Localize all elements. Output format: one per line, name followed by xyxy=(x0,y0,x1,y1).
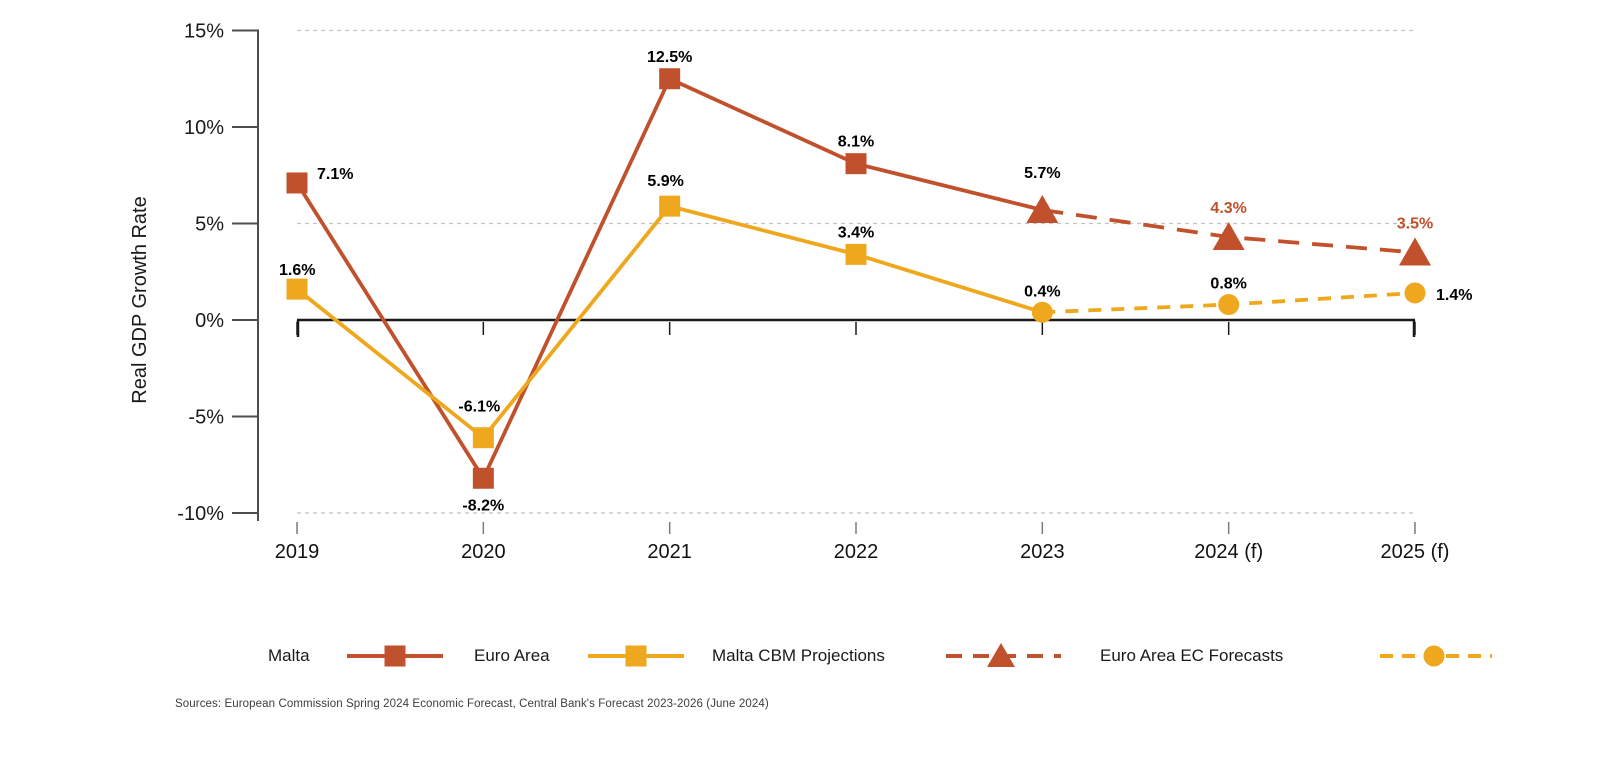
svg-text:2021: 2021 xyxy=(647,541,692,563)
gdp-growth-line-chart: 15% 10% 5% 0% -5% -10% Real GDP Growth Rate 201… xyxy=(129,21,1472,564)
svg-text:2020: 2020 xyxy=(461,541,506,563)
source-note: Sources: European Commission Spring 2024… xyxy=(175,698,769,710)
svg-text:15%: 15% xyxy=(184,21,224,43)
svg-text:2023: 2023 xyxy=(1020,541,1065,563)
svg-text:8.1%: 8.1% xyxy=(838,134,874,151)
svg-text:3.4%: 3.4% xyxy=(838,224,874,241)
svg-text:12.5%: 12.5% xyxy=(647,49,692,66)
svg-text:0%: 0% xyxy=(195,310,224,332)
svg-text:2024 (f): 2024 (f) xyxy=(1194,541,1263,563)
svg-text:-5%: -5% xyxy=(188,407,224,429)
svg-text:2025 (f): 2025 (f) xyxy=(1381,541,1450,563)
legend-swatch-euro-area-solid-square-icon xyxy=(588,645,684,667)
legend-label-euro-area: Euro Area xyxy=(474,646,550,665)
legend-swatch-malta-solid-square-icon xyxy=(347,645,443,667)
svg-text:5.9%: 5.9% xyxy=(647,173,683,190)
svg-text:10%: 10% xyxy=(184,117,224,139)
svg-text:2022: 2022 xyxy=(834,541,879,563)
legend-swatch-euro-ec-dashed-circle-icon xyxy=(1380,645,1492,667)
svg-text:-10%: -10% xyxy=(177,503,224,525)
svg-text:1.6%: 1.6% xyxy=(279,262,315,279)
svg-text:0.8%: 0.8% xyxy=(1210,276,1246,293)
svg-text:7.1%: 7.1% xyxy=(317,166,353,183)
chart-legend: Malta Euro Area Malta CBM Projections Eu… xyxy=(0,641,1600,671)
svg-text:2019: 2019 xyxy=(275,541,320,563)
svg-text:4.3%: 4.3% xyxy=(1210,200,1246,217)
svg-text:3.5%: 3.5% xyxy=(1397,215,1433,232)
svg-text:1.4%: 1.4% xyxy=(1436,287,1472,304)
svg-text:5%: 5% xyxy=(195,214,224,236)
svg-text:5.7%: 5.7% xyxy=(1024,165,1060,182)
svg-text:Real GDP Growth Rate: Real GDP Growth Rate xyxy=(129,196,151,404)
legend-label-euro-area-ec-forecasts: Euro Area EC Forecasts xyxy=(1100,646,1284,665)
svg-text:-8.2%: -8.2% xyxy=(462,497,504,514)
svg-text:0.4%: 0.4% xyxy=(1024,283,1060,300)
legend-label-malta: Malta xyxy=(268,646,310,665)
legend-label-malta-cbm-projections: Malta CBM Projections xyxy=(712,646,885,665)
svg-text:-6.1%: -6.1% xyxy=(458,399,500,416)
legend-swatch-malta-cbm-dashed-triangle-icon xyxy=(946,643,1061,667)
